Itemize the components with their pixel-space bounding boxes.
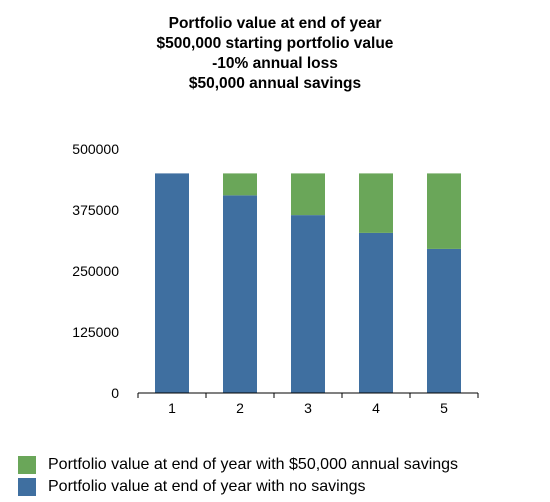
legend-item-no-savings: Portfolio value at end of year with no s… (18, 476, 458, 498)
bars-layer (155, 173, 461, 393)
bar-segment-no-savings (427, 248, 461, 393)
x-tick-label: 2 (236, 400, 244, 416)
x-tick-label: 3 (304, 400, 312, 416)
y-tick-label: 500000 (72, 141, 119, 157)
bar-segment-with-savings (291, 173, 325, 216)
chart-title-line: -10% annual loss (212, 55, 338, 72)
legend-swatch-with-savings (18, 456, 36, 474)
chart-title-line: $500,000 starting portfolio value (156, 35, 394, 52)
chart-title: Portfolio value at end of year $500,000 … (0, 14, 550, 94)
bar-segment-no-savings (359, 232, 393, 393)
bar-segment-with-savings (359, 173, 393, 233)
chart-title-line: Portfolio value at end of year (168, 15, 382, 32)
legend-swatch-no-savings (18, 478, 36, 496)
x-tick-label: 5 (440, 400, 448, 416)
bar-segment-no-savings (291, 215, 325, 393)
x-tick-label: 1 (168, 400, 176, 416)
bar-segment-with-savings (223, 173, 257, 196)
x-tick-labels: 1 2 3 4 5 (168, 400, 448, 416)
legend-item-with-savings: Portfolio value at end of year with $50,… (18, 454, 458, 476)
bar-segment-no-savings (155, 173, 189, 393)
y-tick-label: 250000 (72, 263, 119, 279)
axis-layer (137, 392, 479, 398)
bar-segment-with-savings (427, 173, 461, 249)
y-tick-label: 0 (111, 385, 119, 401)
x-tick-label: 4 (372, 400, 380, 416)
legend-label: Portfolio value at end of year with no s… (48, 478, 366, 495)
legend: Portfolio value at end of year with $50,… (18, 454, 458, 498)
y-tick-label: 125000 (72, 324, 119, 340)
y-tick-labels: 500000 375000 250000 125000 0 (72, 141, 119, 401)
legend-label: Portfolio value at end of year with $50,… (48, 456, 459, 473)
y-tick-label: 375000 (72, 202, 119, 218)
chart-title-line: $50,000 annual savings (188, 75, 362, 92)
bar-segment-no-savings (223, 195, 257, 393)
